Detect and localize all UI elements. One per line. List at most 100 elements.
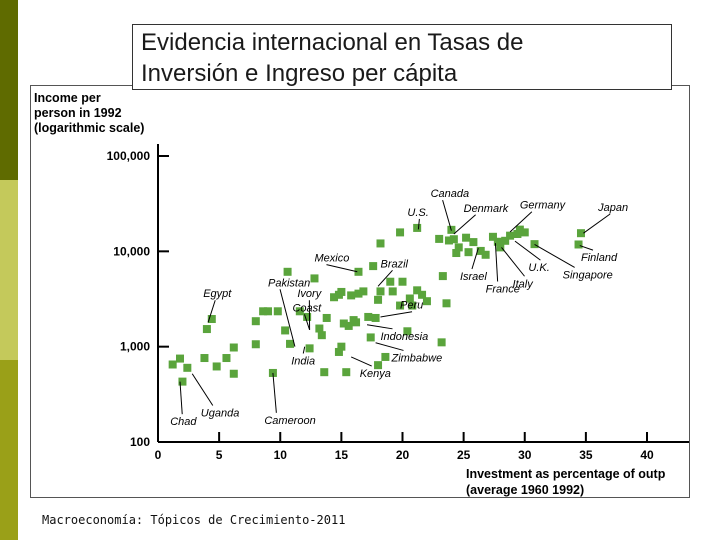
data-point: [449, 235, 458, 244]
slide-title-line-2: Inversión e Ingreso per cápita: [141, 60, 458, 87]
data-point: [200, 354, 209, 363]
data-point: [438, 272, 447, 281]
annotation-label: Coast: [292, 302, 322, 314]
data-point: [330, 293, 339, 302]
data-point: [222, 354, 231, 363]
annotation-leader-line: [471, 248, 479, 270]
data-point: [229, 343, 238, 352]
data-point: [418, 290, 427, 299]
annotation-label: Singapore: [563, 269, 613, 281]
data-point: [386, 277, 395, 286]
data-point: [273, 307, 282, 316]
data-point: [264, 307, 273, 316]
data-point: [376, 239, 385, 248]
annotation-leader-line: [453, 214, 476, 235]
data-point: [359, 287, 368, 296]
slide-title-line-1: Evidencia internacional en Tasas de: [141, 29, 524, 56]
data-point: [337, 287, 346, 296]
data-points: [168, 223, 585, 386]
annotation-leader-line: [326, 264, 358, 273]
data-point: [320, 368, 329, 377]
annotation-leader-line: [501, 247, 525, 277]
data-point: [342, 368, 351, 377]
x-tick-label: 40: [640, 448, 654, 462]
data-point: [305, 344, 314, 353]
data-point: [469, 238, 478, 247]
sidebar-stripe-top: [0, 0, 18, 180]
data-point: [295, 307, 304, 316]
data-point: [435, 234, 444, 243]
y-axis-label-line: Income per: [34, 91, 101, 105]
data-point: [202, 325, 211, 334]
data-point: [259, 307, 268, 316]
data-point: [364, 312, 373, 321]
y-tick-label: 10,000: [113, 244, 150, 258]
sidebar-stripe-middle: [0, 180, 18, 360]
data-point: [374, 295, 383, 304]
y-tick-label: 100,000: [107, 149, 151, 163]
annotation-label: India: [291, 356, 315, 368]
y-tick-label: 1,000: [120, 340, 150, 354]
x-axis-label-line: (average 1960 1992): [466, 483, 584, 497]
x-tick-label: 5: [216, 448, 223, 462]
data-point: [396, 301, 405, 310]
x-tick-label: 20: [396, 448, 410, 462]
data-point: [315, 324, 324, 333]
x-tick-label: 15: [335, 448, 349, 462]
data-point: [347, 291, 356, 300]
annotation-leader-line: [272, 372, 277, 413]
annotation-label: Japan: [597, 202, 628, 214]
data-point: [452, 249, 461, 258]
data-point: [176, 354, 185, 363]
annotation-leader-line: [191, 373, 214, 406]
annotation-leader-line: [514, 240, 541, 261]
data-point: [371, 313, 380, 322]
data-point: [286, 339, 295, 348]
slide-title: Evidencia internacional en Tasas de Inve…: [132, 24, 672, 90]
data-point: [476, 246, 485, 255]
annotation-leader-line: [417, 218, 420, 230]
data-point: [454, 243, 463, 252]
annotation-label: Germany: [520, 200, 567, 212]
annotation-leader-line: [303, 314, 311, 331]
data-point: [337, 342, 346, 351]
data-point: [354, 267, 363, 276]
annotation-label: Cameroon: [264, 415, 315, 427]
data-point: [374, 361, 383, 370]
data-point: [530, 240, 539, 249]
data-point: [212, 362, 221, 371]
annotation-label: Finland: [581, 252, 618, 264]
x-tick-label: 10: [274, 448, 288, 462]
annotation-label: Chad: [170, 416, 197, 428]
data-point: [168, 360, 177, 369]
annotation-label: Israel: [460, 271, 487, 283]
x-axis-label: Investment as percentage of outp (average…: [466, 467, 666, 497]
annotation-leader-line: [579, 245, 594, 251]
data-point: [462, 233, 471, 242]
data-point: [229, 369, 238, 378]
chart-frame: Income per person in 1992 (logarithmic sca…: [30, 85, 690, 498]
data-point: [481, 250, 490, 259]
data-point: [403, 327, 412, 336]
data-point: [413, 286, 422, 295]
y-axis-label-line: person in 1992: [34, 106, 122, 120]
data-point: [576, 229, 585, 238]
annotation-leader-line: [534, 244, 575, 268]
annotation-leader-line: [179, 381, 183, 415]
annotation-label: Brazil: [380, 258, 408, 270]
y-axis-label-line: (logarithmic scale): [34, 121, 144, 135]
data-point: [506, 231, 515, 240]
data-point: [444, 236, 453, 245]
data-point: [515, 225, 524, 234]
annotation-label: Peru: [400, 300, 423, 312]
data-point: [376, 287, 385, 296]
data-point: [207, 315, 216, 324]
annotation-label: Denmark: [464, 203, 509, 215]
data-point: [464, 248, 473, 257]
data-point: [251, 317, 260, 326]
slide-footer: Macroeconomía: Tópicos de Crecimiento-20…: [42, 513, 346, 527]
data-point: [352, 318, 361, 327]
data-point: [388, 287, 397, 296]
annotation-label: U.S.: [407, 207, 428, 219]
